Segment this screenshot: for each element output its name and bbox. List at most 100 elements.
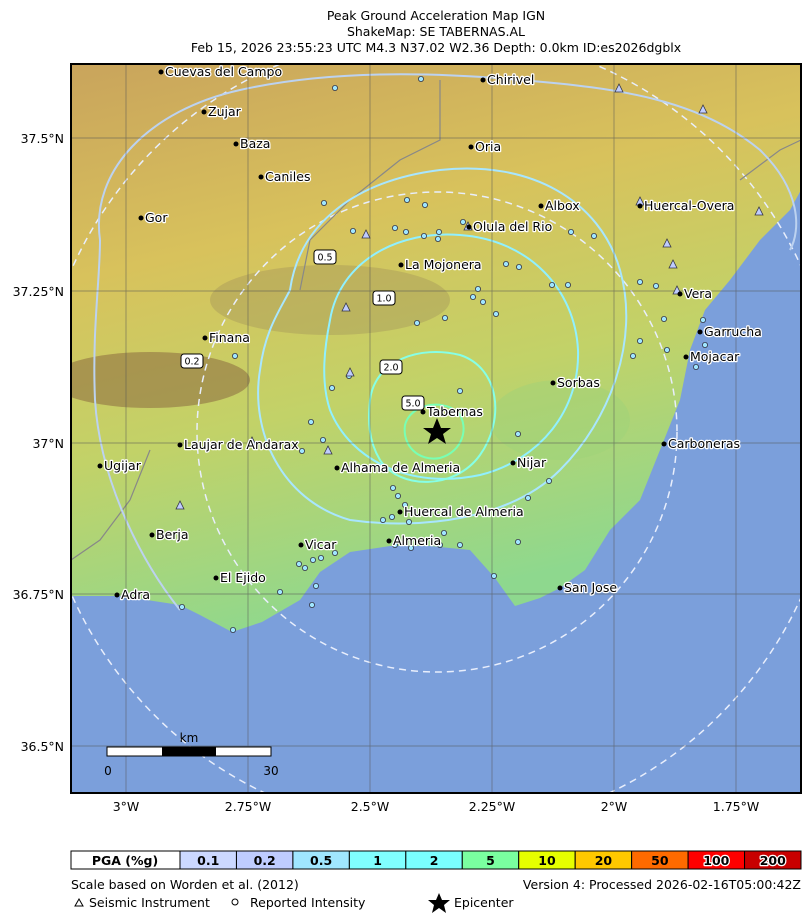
intensity-station <box>549 281 556 288</box>
legend-label: 10 <box>538 853 556 868</box>
city-label: Tabernas <box>426 404 483 419</box>
lat-label: 36.75°N <box>13 587 64 602</box>
city-label: Laujar de Andarax <box>184 437 299 452</box>
city-label: Mojacar <box>690 349 740 364</box>
legend-label: 200 <box>760 853 786 868</box>
intensity-station <box>420 232 427 239</box>
scale-end: 30 <box>263 764 278 778</box>
seismic-instrument <box>341 302 351 312</box>
intensity-station <box>331 85 338 92</box>
borders <box>71 80 801 561</box>
city-dot <box>258 174 264 180</box>
lon-label: 2°W <box>601 799 628 814</box>
intensity-station <box>474 285 481 292</box>
intensity-station <box>591 232 598 239</box>
city-label: La Mojonera <box>405 257 482 272</box>
city-label: Huercal-Overa <box>644 198 734 213</box>
city-label: Carboneras <box>668 436 740 451</box>
city-label: Adra <box>121 587 150 602</box>
intensity-station <box>307 418 314 425</box>
intensity-station <box>417 76 424 83</box>
city-label: Huercal de Almeria <box>404 504 524 519</box>
contour-label-box <box>372 290 396 306</box>
lon-label: 3°W <box>113 799 140 814</box>
seismic-instrument <box>323 445 333 455</box>
city-dot <box>149 532 155 538</box>
city-label: Caniles <box>265 169 310 184</box>
mountain-shade <box>210 265 450 335</box>
seismic-instrument <box>361 229 371 239</box>
seismic-instrument <box>698 104 708 114</box>
city-dot <box>468 144 474 150</box>
city-dot <box>538 203 544 209</box>
city-label: Ugijar <box>104 458 142 473</box>
lon-label: 2.5°W <box>351 799 390 814</box>
intensity-station <box>319 436 326 443</box>
distance-rings <box>71 64 801 793</box>
intensity-station <box>492 310 499 317</box>
contour-label-box <box>180 353 204 369</box>
map-area: Cuevas del Campo Zujar Baza Caniles Gor Chiri… <box>71 64 801 793</box>
intensity-station <box>331 550 338 557</box>
city-dot <box>114 592 120 598</box>
city-dot <box>334 465 340 471</box>
intensity-station <box>379 517 386 524</box>
city-label: Chirivel <box>487 72 534 87</box>
city-label: El Ejido <box>220 570 266 585</box>
city-dot <box>683 354 689 360</box>
city-label: Sorbas <box>557 375 600 390</box>
intensity-station <box>389 484 396 491</box>
intensity-station <box>298 447 305 454</box>
city-dot <box>158 69 164 75</box>
city-dot <box>138 215 144 221</box>
city-label: Olula del Rio <box>473 219 552 234</box>
intensity-station <box>401 501 408 508</box>
intensity-station <box>309 557 316 564</box>
city-label: San Jose <box>564 580 617 595</box>
intensity-station <box>702 341 709 348</box>
contour-label-box <box>401 395 425 411</box>
contour-label-box <box>313 249 337 265</box>
contour-label: 2.0 <box>383 363 398 374</box>
legend-label: 20 <box>595 853 613 868</box>
intensity-station <box>434 235 441 242</box>
city-dot <box>397 509 403 515</box>
intensity-station <box>320 199 327 206</box>
intensity-station <box>229 627 236 634</box>
legend-label: 0.5 <box>310 853 332 868</box>
legend-label: 5 <box>486 853 495 868</box>
intensity-station <box>490 573 497 580</box>
epicenter-icon <box>428 893 450 913</box>
intensity-station <box>231 352 238 359</box>
intensity-station <box>308 602 315 609</box>
intensity-station <box>515 430 522 437</box>
city-dot <box>213 575 219 581</box>
lon-label: 2.75°W <box>225 799 271 814</box>
seismic-instrument <box>345 367 355 377</box>
seismic-instrument <box>247 436 257 446</box>
city-label: Cuevas del Campo <box>165 64 282 79</box>
intensity-station <box>661 315 668 322</box>
intensity-station <box>700 316 707 323</box>
intensity-station <box>525 494 532 501</box>
intensity-station <box>637 278 644 285</box>
scale-start: 0 <box>104 764 112 778</box>
axis-labels: 37.5°N 37.25°N 37°N 36.75°N 36.5°N 3°W 2.75°W 2… <box>13 131 760 814</box>
intensity-station <box>413 319 420 326</box>
city-label: Baza <box>240 136 270 151</box>
intensity-station <box>405 519 412 526</box>
intensity-station <box>469 293 476 300</box>
instrument-label: Seismic Instrument <box>89 895 210 910</box>
city-label: Gor <box>145 210 168 225</box>
lat-label: 36.5°N <box>21 739 64 754</box>
intensity-station <box>402 228 409 235</box>
city-label: Alhama de Almeria <box>341 460 460 475</box>
intensity-station <box>546 477 553 484</box>
intensity-station <box>516 263 523 270</box>
intensity-station <box>459 218 466 225</box>
lat-label: 37°N <box>32 436 64 451</box>
seismic-instrument <box>668 259 678 269</box>
legend-label: 0.1 <box>197 853 219 868</box>
legend-label: 2 <box>430 853 439 868</box>
city-dot <box>697 329 703 335</box>
